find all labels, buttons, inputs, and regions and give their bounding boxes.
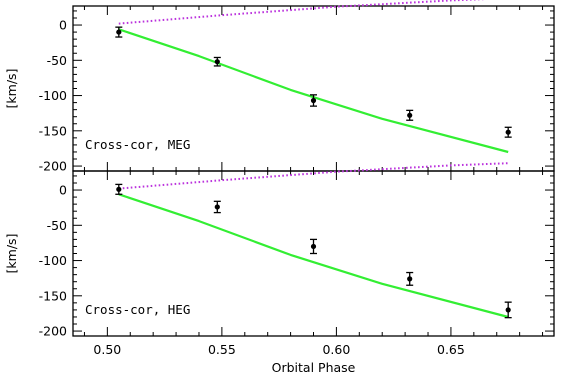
model-curve-dotted — [118, 0, 488, 25]
y-tick-label: -100 — [39, 253, 67, 268]
y-tick-label: -200 — [39, 324, 67, 339]
model-curve-solid — [118, 28, 509, 154]
x-tick-label: 0.60 — [322, 342, 350, 357]
data-point — [214, 59, 220, 65]
y-tick-label: -50 — [47, 53, 67, 68]
data-point — [407, 276, 413, 282]
x-tick-label: 0.50 — [93, 342, 121, 357]
data-point — [310, 97, 317, 104]
data-point — [505, 129, 511, 135]
y-tick-label: -150 — [39, 288, 67, 303]
data-point — [116, 29, 122, 35]
y-axis-title: [km/s] — [4, 69, 19, 109]
y-tick-label: -50 — [47, 218, 67, 233]
panel-annotation: Cross-cor, MEG — [85, 137, 190, 152]
model-curve-dotted — [118, 162, 509, 190]
data-point — [407, 112, 413, 118]
y-tick-label: 0 — [59, 18, 67, 33]
x-tick-label: 0.65 — [437, 342, 465, 357]
y-axis-title: [km/s] — [4, 234, 19, 274]
data-point — [310, 243, 317, 250]
y-tick-label: -200 — [39, 159, 67, 174]
model-curve-solid — [118, 193, 509, 319]
panel-meg: 0 -50 -100 -150 -200 [km/s] Cross-cor, MEG — [4, 0, 555, 174]
x-tick-label: 0.55 — [208, 342, 236, 357]
data-point — [116, 186, 122, 192]
x-axis-title: Orbital Phase — [272, 360, 356, 375]
data-point — [214, 204, 220, 210]
y-tick-label: 0 — [59, 183, 67, 198]
y-tick-label: -100 — [39, 88, 67, 103]
y-tick-label: -150 — [39, 123, 67, 138]
panel-heg: 0.50 0.55 0.60 0.65 0 -50 -100 -150 -200 [km/s] Or… — [4, 162, 555, 375]
data-point — [505, 307, 511, 313]
panel-annotation: Cross-cor, HEG — [85, 302, 190, 317]
